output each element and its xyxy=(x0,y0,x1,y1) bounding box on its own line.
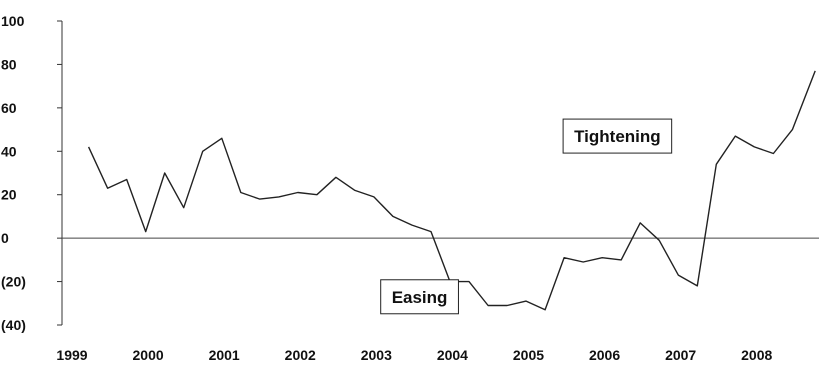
x-tick-label: 2002 xyxy=(285,347,316,363)
series-line xyxy=(87,70,816,311)
series-group xyxy=(87,70,816,311)
y-tick-label: (20) xyxy=(1,274,26,290)
y-tick-label: 100 xyxy=(1,13,25,29)
annotation-label: Tightening xyxy=(574,127,661,146)
x-tick-label: 2004 xyxy=(437,347,468,363)
y-tick-label: 40 xyxy=(1,143,17,159)
y-tick-label: 80 xyxy=(1,56,17,72)
annotation-frame xyxy=(380,279,459,315)
y-tick-label: (40) xyxy=(1,317,26,333)
annotation-box: Easing xyxy=(380,279,459,315)
x-tick-label: 2007 xyxy=(665,347,696,363)
annotation-label: Easing xyxy=(392,288,448,307)
x-tick-label: 2000 xyxy=(133,347,164,363)
annotations: Tightening Easing xyxy=(380,118,673,315)
y-axis: 100 80 60 40 20 0 (20) (40) xyxy=(1,13,819,333)
x-tick-label: 2006 xyxy=(589,347,620,363)
x-tick-label: 1999 xyxy=(56,347,87,363)
annotation-frame xyxy=(562,118,673,154)
y-tick-label: 0 xyxy=(1,230,9,246)
x-tick-label: 2003 xyxy=(361,347,392,363)
annotation-box: Tightening xyxy=(562,118,673,154)
x-axis: 1999 2000 2001 2002 2003 2004 2005 2006 2007 2008 xyxy=(56,347,772,363)
x-tick-label: 2001 xyxy=(209,347,240,363)
x-tick-label: 2005 xyxy=(513,347,544,363)
y-tick-label: 20 xyxy=(1,187,17,203)
y-tick-label: 60 xyxy=(1,100,17,116)
x-tick-label: 2008 xyxy=(741,347,772,363)
